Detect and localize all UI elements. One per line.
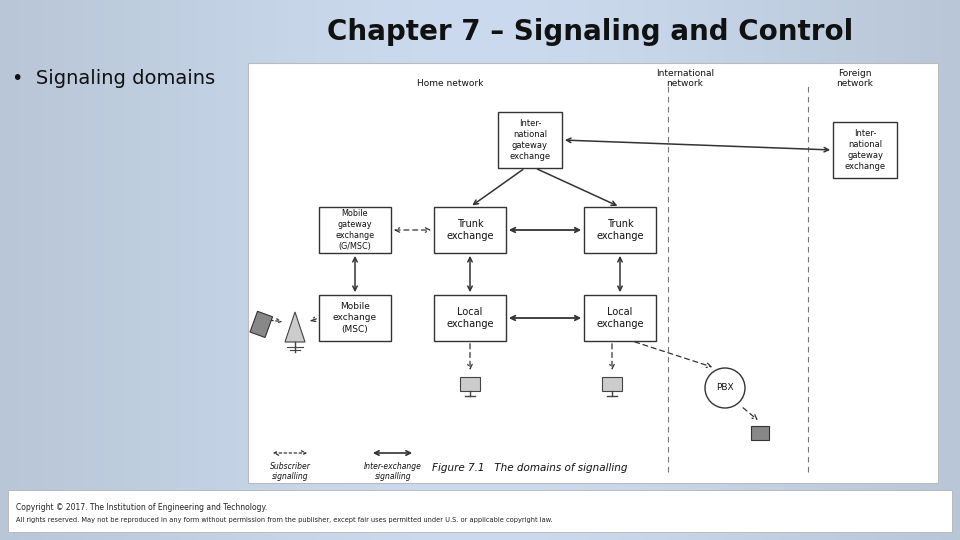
Bar <box>751 426 769 440</box>
Text: Subscriber
signalling: Subscriber signalling <box>270 462 310 481</box>
Text: Foreign
network: Foreign network <box>836 69 874 88</box>
Text: Chapter 7 – Signaling and Control: Chapter 7 – Signaling and Control <box>326 18 853 46</box>
Text: Trunk
exchange: Trunk exchange <box>596 219 644 241</box>
Text: Inter-
national
gateway
exchange: Inter- national gateway exchange <box>845 129 885 171</box>
Text: Inter-exchange
signalling: Inter-exchange signalling <box>364 462 422 481</box>
Bar <box>498 112 562 168</box>
Text: Copyright © 2017. The Institution of Engineering and Technology.: Copyright © 2017. The Institution of Eng… <box>16 503 267 512</box>
Bar <box>319 207 391 253</box>
Text: Local
exchange: Local exchange <box>446 307 493 329</box>
Text: International
network: International network <box>656 69 714 88</box>
Bar <box>319 295 391 341</box>
Text: Figure 7.1   The domains of signalling: Figure 7.1 The domains of signalling <box>432 463 628 473</box>
Text: •  Signaling domains: • Signaling domains <box>12 69 215 87</box>
Circle shape <box>705 368 745 408</box>
Text: Inter-
national
gateway
exchange: Inter- national gateway exchange <box>510 119 551 161</box>
Text: Trunk
exchange: Trunk exchange <box>446 219 493 241</box>
Bar <box>833 122 897 178</box>
Bar <box>248 63 938 483</box>
Bar <box>602 377 622 391</box>
Text: Local
exchange: Local exchange <box>596 307 644 329</box>
Bar <box>460 377 480 391</box>
Polygon shape <box>285 312 305 342</box>
Text: Home network: Home network <box>417 79 483 88</box>
Text: Mobile
exchange
(MSC): Mobile exchange (MSC) <box>333 302 377 334</box>
Bar <box>584 295 656 341</box>
Bar <box>8 490 952 532</box>
Bar <box>584 207 656 253</box>
Text: PBX: PBX <box>716 383 733 393</box>
Text: All rights reserved. May not be reproduced in any form without permission from t: All rights reserved. May not be reproduc… <box>16 517 553 523</box>
Bar <box>434 207 506 253</box>
Bar <box>250 312 273 338</box>
Text: Mobile
gateway
exchange
(G/MSC): Mobile gateway exchange (G/MSC) <box>335 209 374 251</box>
Bar <box>434 295 506 341</box>
